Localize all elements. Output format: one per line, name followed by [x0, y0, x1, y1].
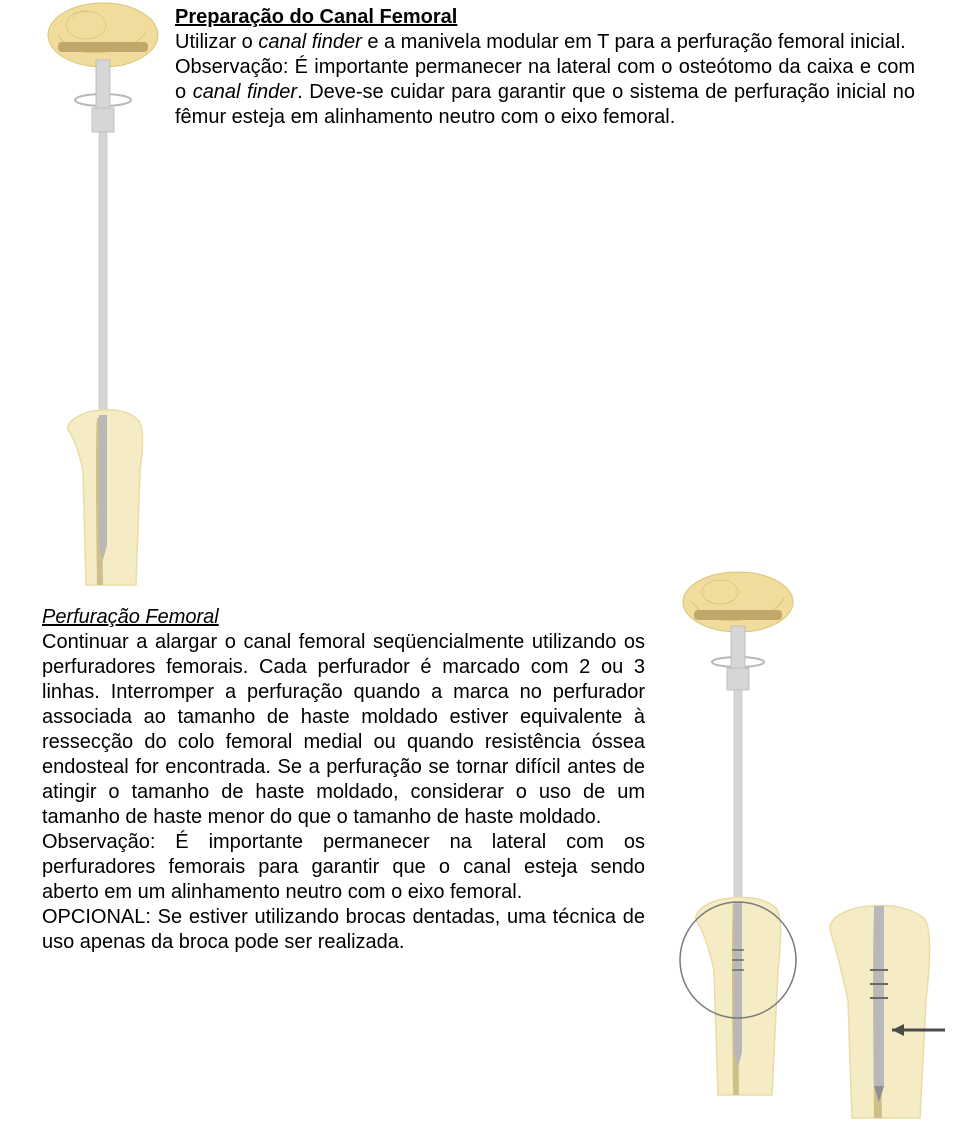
illustration-canal-finder	[28, 0, 168, 590]
section2-title: Perfuração Femoral	[42, 605, 645, 630]
section-perfuracao: Perfuração Femoral Continuar a alargar o…	[42, 605, 645, 955]
section-preparacao: Preparação do Canal Femoral Utilizar o c…	[175, 5, 915, 130]
illustration-detail-bone	[820, 900, 950, 1120]
section1-title: Preparação do Canal Femoral	[175, 5, 915, 30]
section2-body: Continuar a alargar o canal femoral seqü…	[42, 630, 645, 955]
section1-body: Utilizar o canal finder e a manivela mod…	[175, 30, 915, 130]
illustration-perfuracao	[660, 570, 810, 1100]
